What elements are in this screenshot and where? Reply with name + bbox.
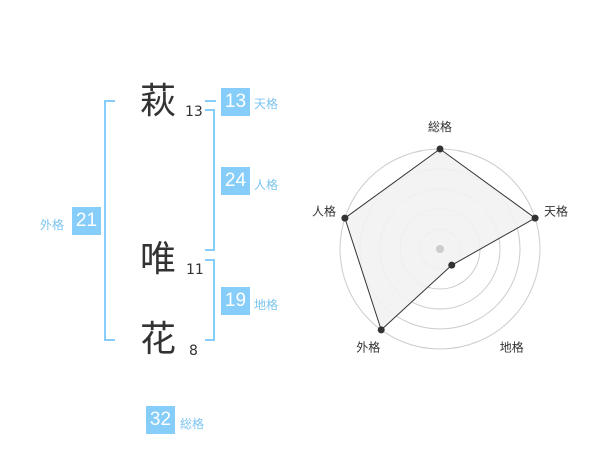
gaikaku-label: 外格 [40, 218, 65, 232]
gaikaku-bracket [104, 100, 115, 341]
radar-axis-label: 総格 [428, 119, 452, 134]
radar-axis-label: 天格 [544, 203, 568, 218]
jinkaku-badge: 24 [221, 167, 250, 195]
soukaku-label: 総格 [180, 417, 205, 431]
radar-area [344, 148, 537, 331]
tenkaku-badge: 13 [221, 88, 250, 116]
radar-axis-label: 人格 [312, 203, 336, 218]
jinkaku-label: 人格 [254, 178, 279, 192]
soukaku-badge: 32 [146, 406, 175, 434]
radar-point [436, 145, 444, 153]
jinkaku-bracket [205, 109, 215, 251]
radar-axis-label: 外格 [356, 340, 380, 355]
radar-point [448, 261, 456, 269]
radar-point [377, 326, 385, 334]
chikaku-bracket [205, 259, 215, 341]
stroke-count-2: 11 [186, 262, 204, 278]
radar-point [341, 214, 349, 222]
chikaku-badge: 19 [221, 287, 250, 315]
stroke-count-3: 8 [189, 343, 198, 359]
name-char-1: 萩 [140, 81, 177, 122]
tenkaku-bracket [205, 100, 216, 102]
radar-point [531, 214, 539, 222]
name-char-3: 花 [140, 319, 177, 360]
tenkaku-label: 天格 [254, 97, 279, 111]
name-char-2: 唯 [140, 239, 177, 280]
radar-center [436, 245, 444, 253]
gaikaku-badge: 21 [72, 207, 101, 235]
chikaku-label: 地格 [254, 298, 279, 312]
radar-axis-label: 地格 [500, 340, 524, 355]
stroke-count-1: 13 [185, 104, 203, 120]
